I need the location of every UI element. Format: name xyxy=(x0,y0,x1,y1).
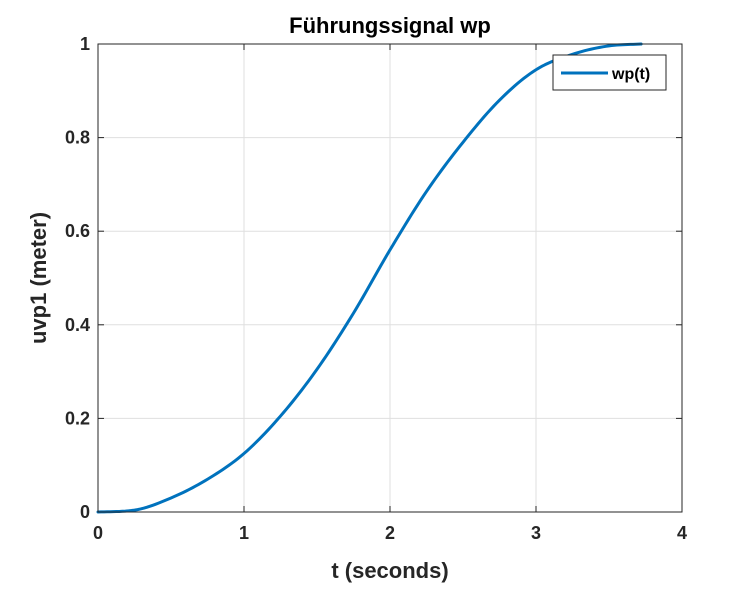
legend[interactable]: wp(t) xyxy=(552,54,667,91)
y-tick-label: 0.8 xyxy=(65,128,90,148)
x-tick-label: 1 xyxy=(239,523,249,543)
y-axis-label: uvp1 (meter) xyxy=(26,212,51,344)
tick-marks xyxy=(97,43,683,513)
legend-label-wp: wp(t) xyxy=(611,66,650,83)
y-tick-label: 0.6 xyxy=(65,221,90,241)
x-tick-label: 3 xyxy=(531,523,541,543)
chart-title: Führungssignal wp xyxy=(289,13,491,38)
x-axis-label: t (seconds) xyxy=(331,558,448,583)
grid-lines xyxy=(98,44,682,512)
y-tick-label: 0.4 xyxy=(65,315,90,335)
x-tick-label: 4 xyxy=(677,523,687,543)
y-tick-label: 1 xyxy=(80,34,90,54)
tick-labels: 0 1 2 3 4 0 0.2 0.4 0.6 0.8 1 xyxy=(65,34,687,543)
x-tick-label: 0 xyxy=(93,523,103,543)
y-tick-label: 0.2 xyxy=(65,408,90,428)
y-tick-label: 0 xyxy=(80,502,90,522)
x-tick-label: 2 xyxy=(385,523,395,543)
